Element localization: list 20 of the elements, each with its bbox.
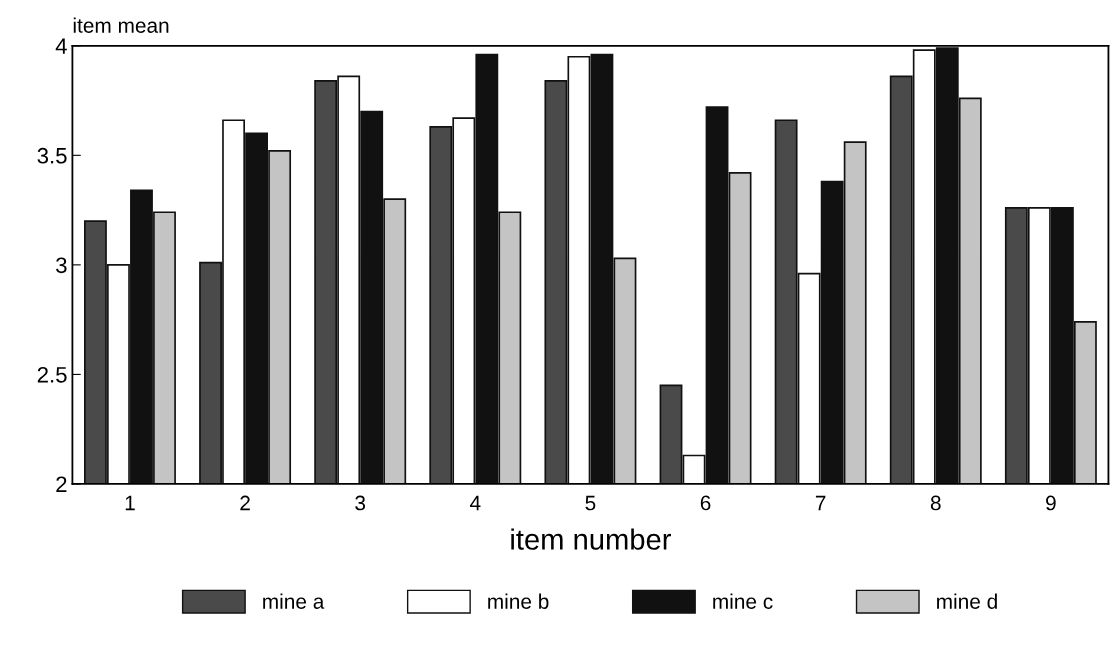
x-tick-label: 9 — [1046, 495, 1056, 511]
x-tick-label: 6 — [700, 495, 711, 511]
y-axis-title: item mean — [73, 17, 169, 33]
x-tick-label: 5 — [585, 495, 596, 511]
x-axis-title: item number — [511, 528, 671, 550]
legend-label: mine a — [263, 593, 325, 609]
x-tick-label: 7 — [815, 495, 826, 511]
x-tick-label: 4 — [469, 495, 481, 511]
legend-label: mine b — [488, 593, 549, 609]
y-tick-label: 2.5 — [37, 366, 67, 383]
x-tick-label: 3 — [355, 495, 366, 511]
legend-label: mine d — [937, 593, 997, 609]
y-tick-label: 4 — [55, 38, 67, 54]
y-tick-label: 2 — [56, 476, 67, 493]
x-tick-label: 1 — [125, 495, 135, 511]
legend-label: mine c — [713, 593, 773, 609]
x-tick-label: 2 — [240, 495, 250, 511]
x-tick-label: 8 — [930, 495, 941, 511]
y-tick-label: 3.5 — [37, 147, 67, 164]
y-tick-label: 3 — [56, 257, 67, 274]
